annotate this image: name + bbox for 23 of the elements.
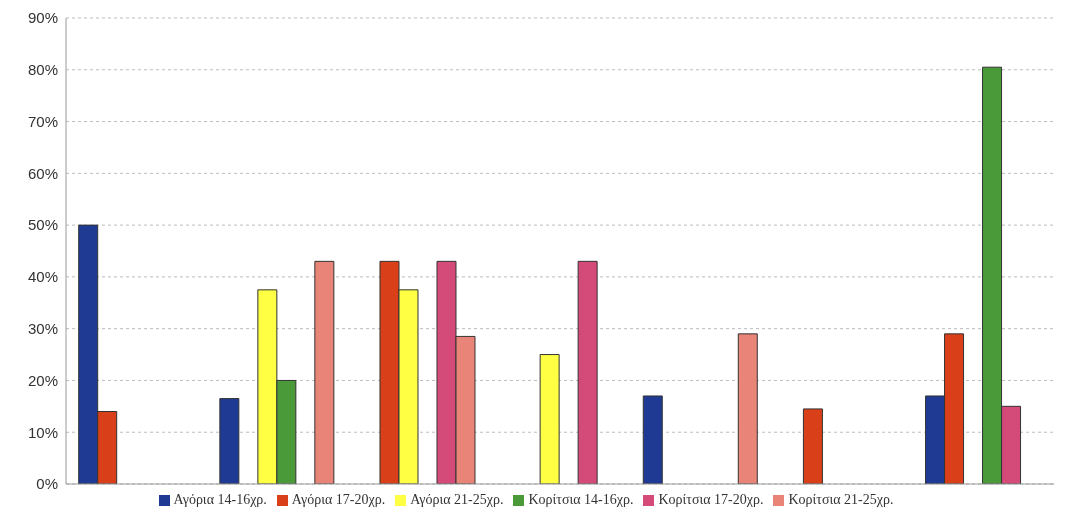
legend-label: Αγόρια 17-20χρ. [291, 492, 386, 507]
bar [737, 333, 758, 484]
bar [539, 354, 560, 484]
legend-label: Κορίτσια 14-16χρ. [528, 492, 634, 507]
y-tick-label: 60% [27, 164, 58, 182]
bar [219, 398, 240, 484]
y-tick-label: 80% [27, 61, 58, 79]
legend-label: Αγόρια 21-25χρ. [410, 492, 504, 507]
bar [314, 260, 335, 484]
y-tick-label: 70% [27, 112, 58, 130]
bar [642, 395, 663, 484]
y-tick-label: 20% [27, 371, 58, 389]
legend-label: Κορίτσια 17-20χρ. [658, 492, 764, 507]
y-tick-label: 40% [27, 268, 58, 286]
bar [802, 408, 823, 484]
legend-label: Αγόρια 14-16χρ. [173, 492, 267, 507]
y-tick-label: 50% [27, 216, 58, 234]
y-tick-label: 10% [27, 423, 58, 441]
y-tick-label: 0% [36, 475, 58, 493]
y-tick-label: 90% [27, 9, 58, 27]
legend-label: Κορίτσια 21-25χρ. [788, 492, 894, 507]
bar [577, 260, 598, 484]
y-tick-label: 30% [27, 319, 58, 337]
